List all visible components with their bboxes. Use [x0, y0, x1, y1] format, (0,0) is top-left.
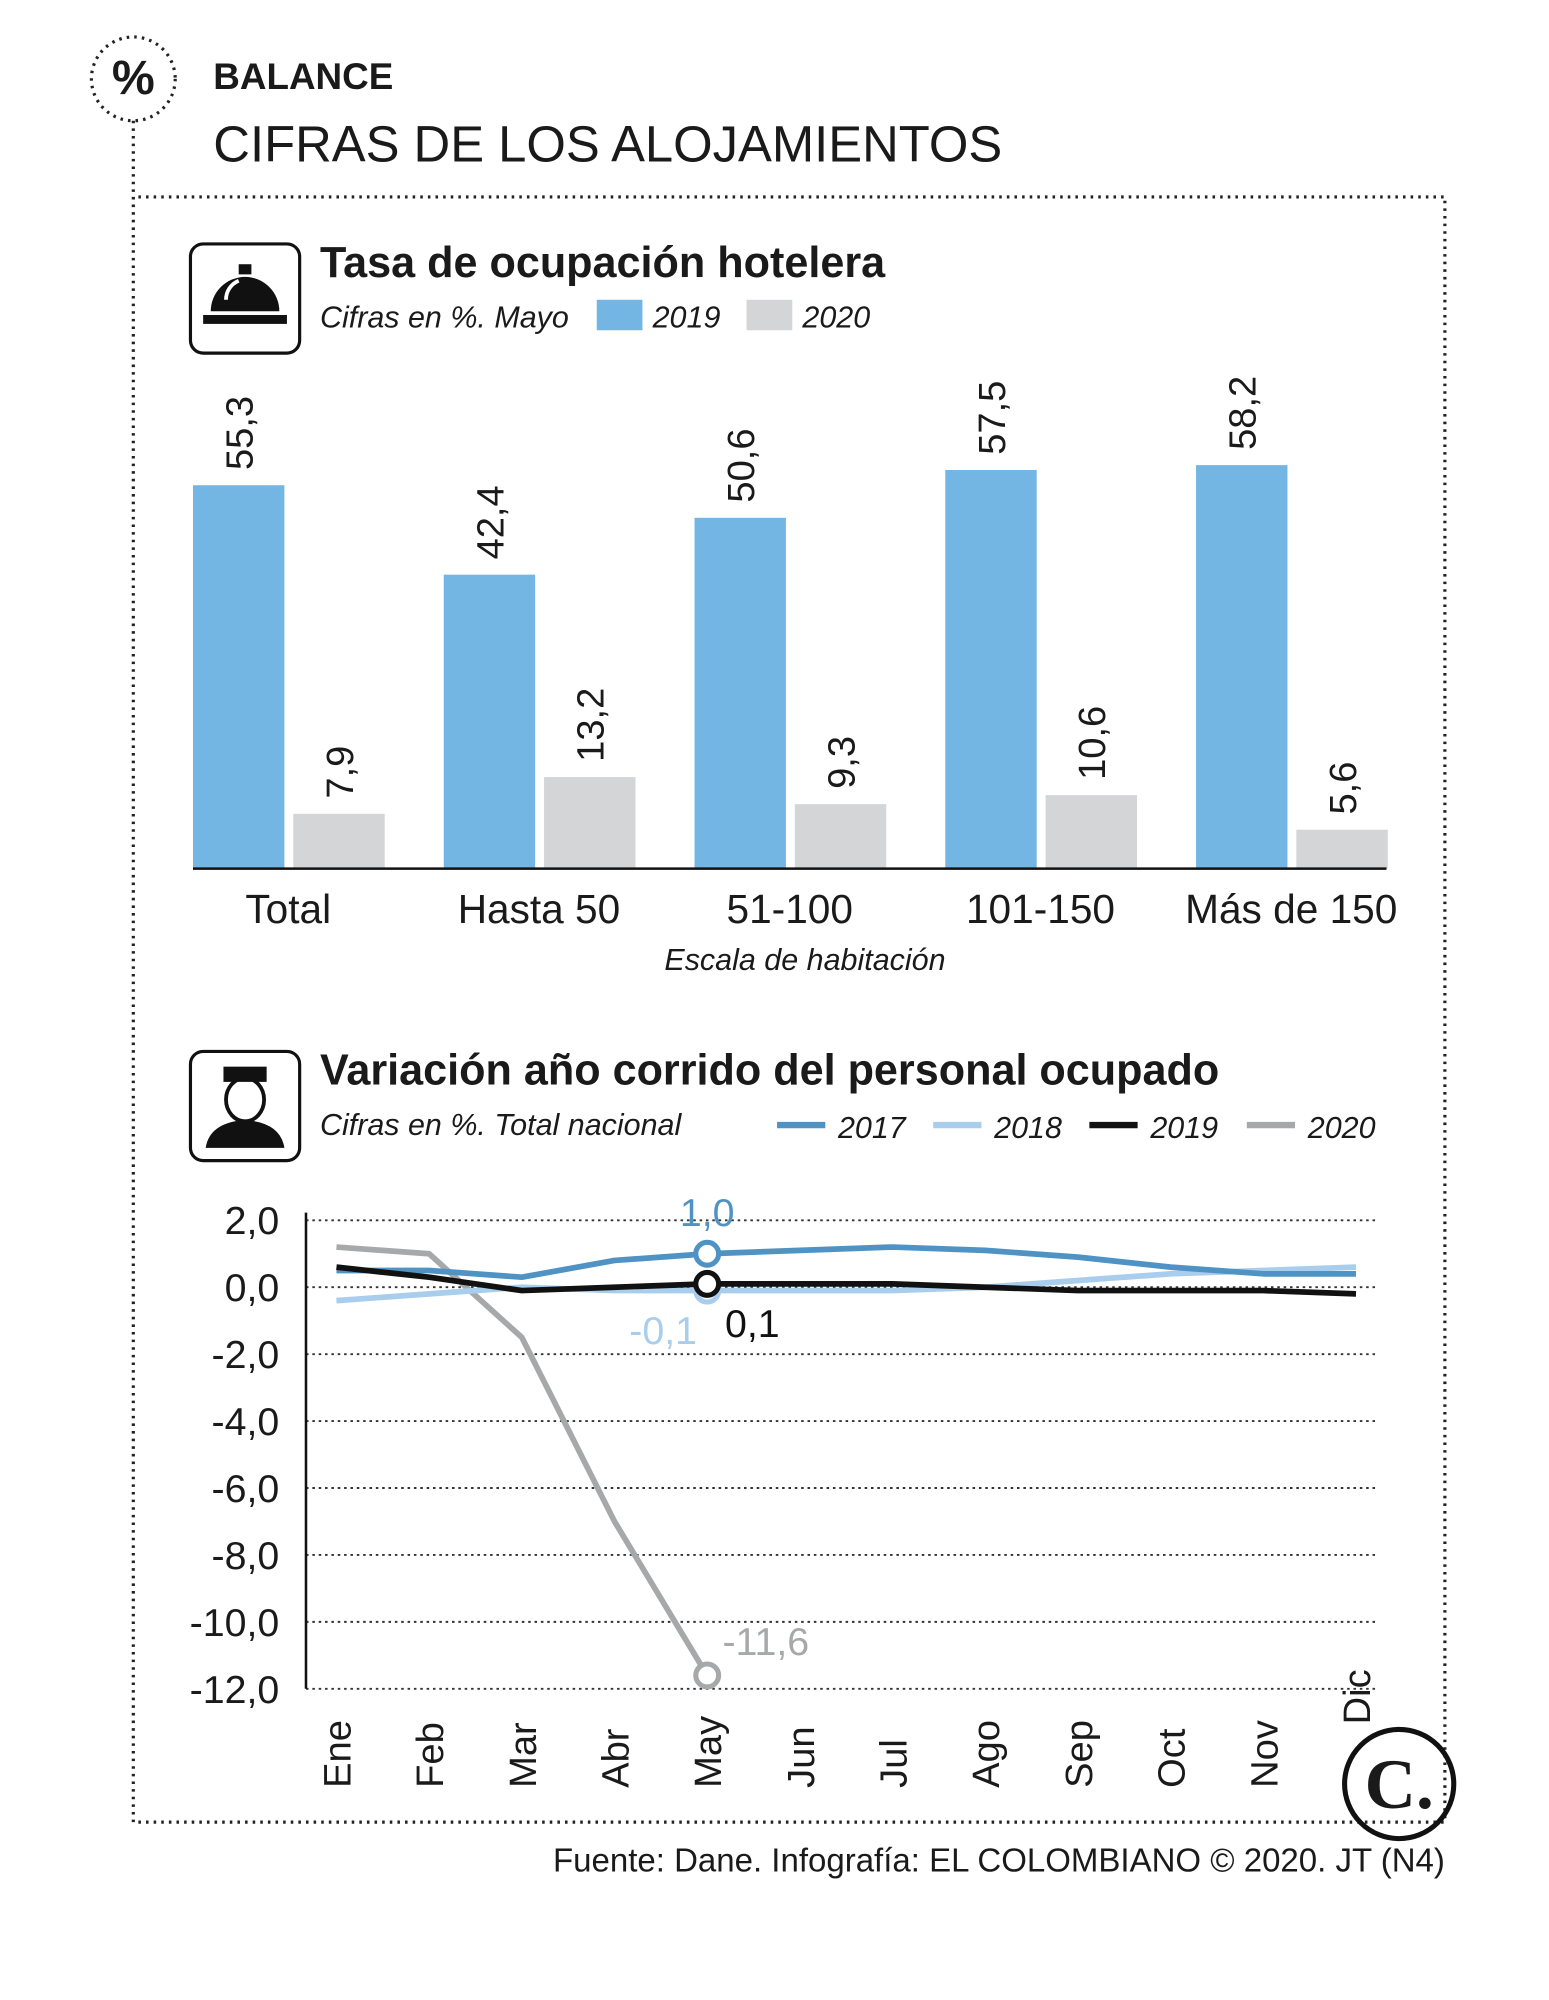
value-label: 55,3: [220, 396, 262, 470]
x-tick-label: Feb: [410, 1722, 452, 1788]
x-tick-label: 51-100: [727, 886, 853, 932]
x-tick-label: Hasta 50: [458, 886, 621, 932]
value-label: 58,2: [1223, 376, 1265, 450]
value-label: 9,3: [821, 736, 863, 789]
bar: [794, 804, 887, 869]
x-tick-label: Total: [245, 886, 331, 932]
x-tick-label: Sep: [1059, 1720, 1101, 1788]
legend-label: 2017: [837, 1111, 907, 1145]
legend-swatch: [596, 299, 643, 331]
value-label: 13,2: [571, 688, 613, 762]
y-tick-label: 2,0: [225, 1199, 280, 1243]
y-tick-label: -4,0: [212, 1400, 280, 1444]
value-label: -0,1: [629, 1309, 697, 1353]
x-tick-label: Más de 150: [1185, 886, 1397, 932]
y-tick-label: -10,0: [190, 1601, 280, 1645]
value-label: 42,4: [470, 485, 512, 559]
value-label: 50,6: [721, 428, 763, 502]
bar: [945, 469, 1037, 869]
chart-title: Tasa de ocupación hotelera: [320, 239, 886, 287]
point-marker: [693, 1269, 722, 1298]
bar: [544, 777, 636, 869]
x-axis-label: Escala de habitación: [664, 943, 945, 977]
legend-label: 2019: [1149, 1111, 1218, 1145]
bellboy-icon: [188, 1049, 302, 1163]
bar: [694, 517, 786, 869]
chart-subtitle: Cifras en %. Mayo: [320, 301, 569, 335]
series-line: [336, 1264, 1357, 1297]
y-tick-label: -8,0: [212, 1534, 280, 1578]
x-tick-label: Jul: [874, 1739, 916, 1788]
bar: [1296, 829, 1388, 869]
series-line: [336, 1244, 710, 1677]
value-label: 7,9: [320, 746, 362, 799]
legend-label: 2019: [652, 301, 721, 335]
bar: [293, 813, 385, 869]
bar: [192, 485, 285, 869]
value-label: 0,1: [725, 1302, 780, 1346]
bar: [443, 574, 536, 869]
chart-title: Variación año corrido del personal ocupa…: [320, 1046, 1219, 1094]
value-label: 57,5: [972, 381, 1014, 455]
legend-label: 2020: [1307, 1111, 1376, 1145]
x-tick-label: Oct: [1152, 1728, 1194, 1788]
x-tick-label: May: [688, 1716, 730, 1788]
chart-subtitle: Cifras en %. Total nacional: [320, 1108, 683, 1142]
y-tick-label: 0,0: [225, 1266, 280, 1310]
legend-swatch: [746, 299, 793, 331]
x-tick-label: Mar: [503, 1722, 545, 1788]
title: BALANCE: [213, 56, 393, 97]
x-tick-label: Dic: [1337, 1669, 1379, 1724]
point-marker: [693, 1661, 722, 1690]
value-label: -11,6: [722, 1620, 809, 1664]
value-label: 5,6: [1323, 762, 1365, 815]
y-tick-label: -12,0: [190, 1668, 280, 1712]
x-tick-label: Abr: [595, 1728, 637, 1788]
logo-circle: [1342, 1726, 1457, 1842]
y-tick-label: -2,0: [212, 1333, 280, 1377]
bar: [1196, 465, 1288, 869]
badge-circle: [89, 35, 177, 123]
bar: [1045, 795, 1137, 869]
subtitle: CIFRAS DE LOS ALOJAMIENTOS: [213, 115, 1002, 172]
x-tick-label: Ago: [966, 1720, 1008, 1788]
source: Fuente: Dane. Infografía: EL COLOMBIANO …: [553, 1842, 1445, 1879]
y-tick-label: -6,0: [212, 1467, 280, 1511]
value-label: 1,0: [680, 1191, 735, 1235]
x-tick-label: Jun: [781, 1726, 823, 1787]
x-tick-label: 101-150: [966, 886, 1115, 932]
point-marker: [693, 1239, 722, 1268]
series-line: [336, 1244, 1357, 1281]
logo: C.: [1365, 1746, 1434, 1824]
value-label: 10,6: [1072, 706, 1114, 780]
x-tick-label: Nov: [1244, 1720, 1286, 1788]
legend-label: 2020: [801, 301, 870, 335]
legend-label: 2018: [993, 1111, 1062, 1145]
frame: [131, 120, 1447, 1824]
bell-icon: [188, 242, 302, 355]
badge: %: [112, 51, 155, 105]
x-tick-label: Ene: [317, 1720, 359, 1788]
